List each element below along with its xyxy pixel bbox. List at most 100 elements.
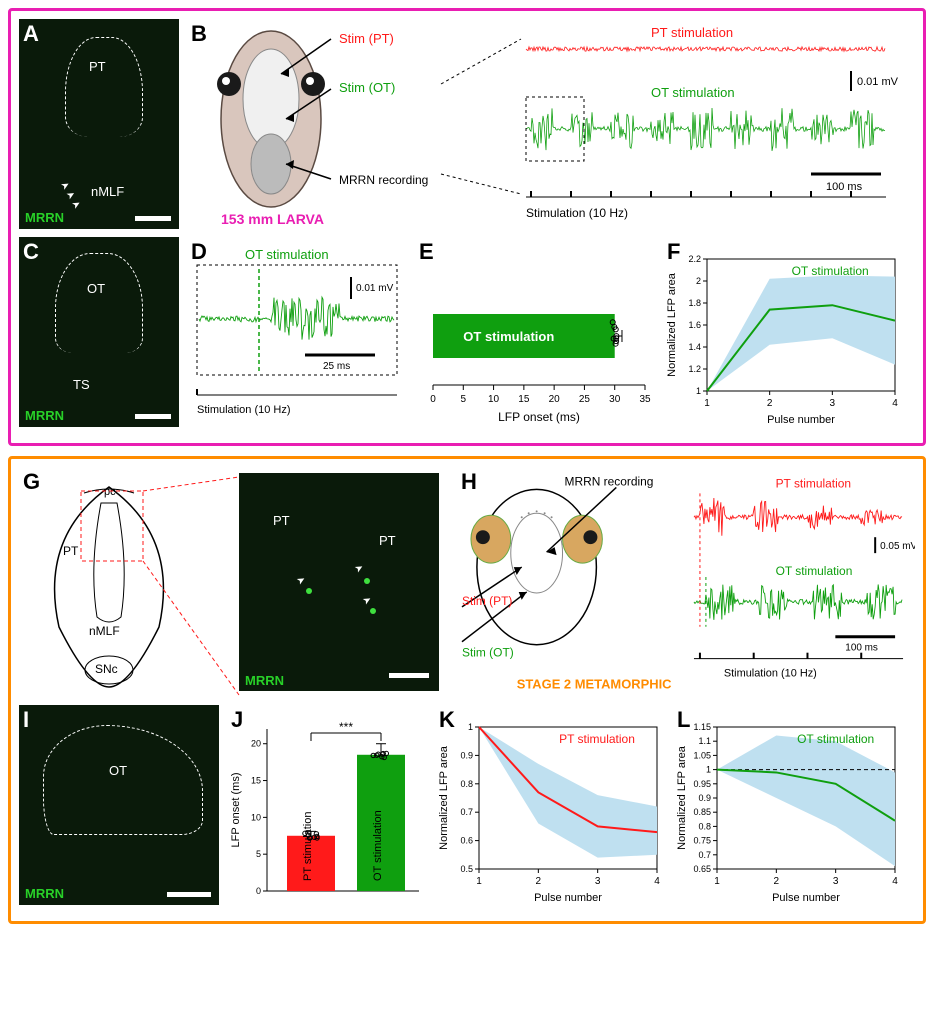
d-xs: 25 ms [323,361,350,372]
svg-text:0: 0 [256,886,261,896]
svg-text:0.05 mV: 0.05 mV [880,541,915,552]
svg-text:3: 3 [595,876,601,887]
scalebar-a [135,216,171,221]
svg-text:0.7: 0.7 [460,807,473,817]
panel-k-svg: 0.50.60.70.80.911234Pulse numberNormaliz… [435,705,665,905]
svg-text:1: 1 [704,398,710,409]
larva-box: A PT nMLF ➤➤➤ MRRN B [8,8,926,446]
svg-text:3: 3 [830,398,836,409]
svg-text:15: 15 [251,776,261,786]
svg-text:Normalized LFP area: Normalized LFP area [666,272,678,377]
svg-text:Pulse number: Pulse number [767,414,835,426]
svg-text:20: 20 [251,739,261,749]
panel-d-label: D [191,239,207,265]
svg-text:Stimulation (10 Hz): Stimulation (10 Hz) [724,668,817,680]
svg-text:OT stimulation: OT stimulation [792,264,869,278]
panel-d-svg: OT stimulation 0.01 mV 25 ms Stimu [187,237,407,427]
panel-b: B Stim (PT) [187,19,915,229]
svg-text:MRRN: MRRN [245,673,284,688]
panel-g-svg: pc PT nMLF SNc PT PT MRRN ➤ [19,467,449,697]
scalebar-c [135,414,171,419]
svg-text:25: 25 [579,394,591,405]
nmlf-label: nMLF [91,184,124,199]
panel-e: E OT stimulation05101520253035LFP onset … [415,237,655,427]
d-stim-cap: Stimulation (10 Hz) [197,404,291,416]
svg-text:LFP onset (ms): LFP onset (ms) [498,410,580,424]
panel-g: G pc PT nMLF SNc [19,467,449,697]
svg-text:4: 4 [892,876,898,887]
svg-text:0.85: 0.85 [693,807,711,817]
svg-text:nMLF: nMLF [89,624,120,638]
svg-text:PT stimulation: PT stimulation [776,476,851,490]
svg-text:OT stimulation: OT stimulation [463,329,554,344]
svg-text:1: 1 [706,765,711,775]
panel-j: J 05101520LFP onset (ms)PT stimulationOT… [227,705,427,905]
ot-outline [55,253,143,353]
svg-text:Stim (PT): Stim (PT) [462,594,512,608]
svg-text:2: 2 [536,876,542,887]
svg-text:1.2: 1.2 [688,364,701,374]
svg-text:OT stimulation: OT stimulation [372,810,384,881]
pt-outline [65,37,143,137]
svg-text:1.6: 1.6 [688,320,701,330]
panel-l: L 0.650.70.750.80.850.90.9511.051.11.151… [673,705,903,905]
svg-text:PT: PT [379,533,396,548]
svg-text:2: 2 [767,398,773,409]
svg-text:1: 1 [468,722,473,732]
panel-b-svg: Stim (PT) Stim (OT) MRRN recording 153 m… [187,19,915,229]
svg-text:10: 10 [251,812,261,822]
svg-text:20: 20 [549,394,561,405]
svg-text:30: 30 [609,394,621,405]
mrrn-rec-text: MRRN recording [339,173,428,187]
panel-c-label: C [23,239,39,265]
svg-text:1: 1 [476,876,482,887]
svg-text:0.9: 0.9 [460,750,473,760]
panel-h: H Stim (PT) [457,467,915,697]
panel-e-label: E [419,239,434,265]
specimen-label: 153 mm LARVA [221,211,324,227]
svg-text:1.05: 1.05 [693,750,711,760]
panel-j-label: J [231,707,243,733]
svg-text:1.15: 1.15 [693,722,711,732]
panel-a: A PT nMLF ➤➤➤ MRRN [19,19,179,229]
panel-k-label: K [439,707,455,733]
svg-text:1: 1 [696,386,701,396]
svg-text:0.75: 0.75 [693,836,711,846]
svg-text:PT: PT [63,544,79,558]
panel-a-label: A [23,21,39,47]
svg-text:0.95: 0.95 [693,779,711,789]
d-title: OT stimulation [245,247,329,262]
stim-caption-b: Stimulation (10 Hz) [526,206,628,220]
scalebar-i [167,892,211,897]
panel-k: K 0.50.60.70.80.911234Pulse numberNormal… [435,705,665,905]
svg-text:MRRN recording: MRRN recording [565,474,654,488]
svg-text:4: 4 [892,398,898,409]
ot-label-i: OT [109,763,127,778]
svg-text:10: 10 [488,394,500,405]
svg-text:5: 5 [256,849,261,859]
mrrn-label-i: MRRN [25,886,64,901]
panel-g-label: G [23,469,40,495]
svg-text:Normalized LFP area: Normalized LFP area [676,745,688,850]
panel-l-svg: 0.650.70.750.80.850.90.9511.051.11.15123… [673,705,903,905]
svg-text:pc: pc [104,486,116,498]
svg-text:LFP onset (ms): LFP onset (ms) [230,773,242,848]
panel-f-label: F [667,239,680,265]
stim-pt-text: Stim (PT) [339,31,394,46]
pt-stim-title: PT stimulation [651,25,733,40]
svg-text:SNc: SNc [95,662,118,676]
panel-j-svg: 05101520LFP onset (ms)PT stimulationOT s… [227,705,427,905]
y-scale-b: 0.01 mV [857,76,899,88]
svg-text:2.2: 2.2 [688,254,701,264]
svg-text:5: 5 [461,394,467,405]
svg-text:0.7: 0.7 [698,850,711,860]
svg-text:3: 3 [833,876,839,887]
svg-text:0.9: 0.9 [698,793,711,803]
mrrn-label-a: MRRN [25,210,64,225]
ot-label-c: OT [87,281,105,296]
ot-outline-i [43,725,203,835]
ot-stim-title: OT stimulation [651,85,735,100]
panel-h-svg: Stim (PT) Stim (OT) MRRN recording STAGE… [457,467,915,697]
panel-f: F 11.21.41.61.822.21234Pulse numberNorma… [663,237,903,427]
svg-text:0.6: 0.6 [460,836,473,846]
